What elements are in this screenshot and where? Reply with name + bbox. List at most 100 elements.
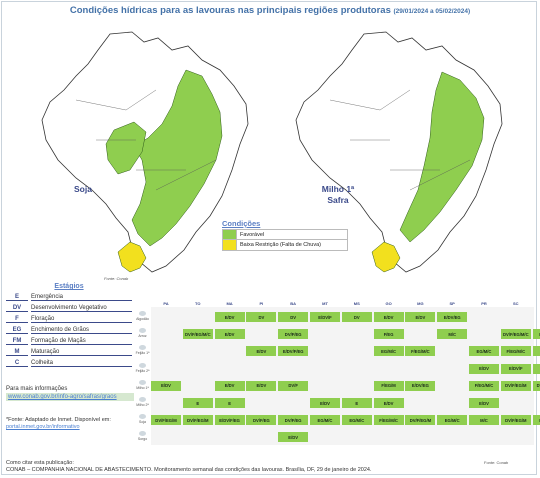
more-info-link[interactable]: www.conab.gov.br/info-agro/safras/graos bbox=[8, 394, 117, 400]
more-info-box: www.conab.gov.br/info-agro/safras/graos bbox=[6, 393, 134, 401]
inmet-link[interactable]: portal.inmet.gov.br/informativo bbox=[6, 424, 80, 430]
stage-cell: E/DV bbox=[246, 380, 277, 391]
map-milho bbox=[295, 31, 503, 273]
stage-cell: E/DV bbox=[278, 432, 309, 443]
stage-cell: DV/F/EG/M/C bbox=[182, 329, 213, 340]
stage-cell: DV bbox=[278, 312, 309, 322]
stage-cell: EG/M/C bbox=[373, 346, 404, 357]
stages-legend: Estágios E Emergência DV Desenvolvimento V… bbox=[6, 283, 132, 369]
crop-label: Sorgo bbox=[137, 437, 148, 442]
stage-row: E Emergência bbox=[6, 292, 132, 303]
stage-cell: DV/F/EG bbox=[246, 415, 277, 426]
stage-cell: E/DV bbox=[373, 398, 404, 408]
crop-label: Algodão bbox=[136, 317, 149, 321]
crop-icon bbox=[139, 397, 146, 402]
stage-cell: DV/F/EG bbox=[532, 415, 540, 426]
crop-icon bbox=[139, 431, 146, 437]
stage-cell: E/DV/EG bbox=[405, 380, 436, 391]
table-source: Fonte: Conab bbox=[484, 460, 509, 465]
citation-label: Como citar esta publicação: bbox=[6, 460, 74, 466]
stage-cell: E/DV/F/EG bbox=[278, 346, 309, 357]
state-header: MT bbox=[322, 301, 328, 306]
stage-cell: E/DV bbox=[214, 380, 245, 391]
state-header: SC bbox=[513, 301, 519, 306]
stage-row: DV Desenvolvimento Vegetativo bbox=[6, 303, 132, 314]
stage-cell: EG/M/C bbox=[341, 415, 372, 426]
legend-item-restricao: Baixa Restrição (Falta de Chuva) bbox=[222, 240, 348, 251]
stage-cell: E/DV bbox=[469, 363, 499, 374]
stage-code: C bbox=[6, 360, 28, 367]
stage-cell: E/DV/F bbox=[500, 363, 531, 374]
more-info-label: Para mais informações bbox=[6, 386, 68, 392]
stage-code: FM bbox=[6, 338, 28, 345]
stage-cell: E/DV bbox=[310, 398, 340, 408]
stage-cell: DV/F/EG/M bbox=[500, 380, 531, 391]
stage-cell: E/DV bbox=[214, 312, 245, 322]
inmet-source: *Fonte: Adaptado de Inmet. Disponível em… bbox=[6, 417, 134, 431]
stage-cell: EG/M/C bbox=[437, 415, 468, 426]
stage-cell: E/DV bbox=[532, 363, 540, 374]
stage-cell: DV/F/EG bbox=[532, 329, 540, 340]
stage-row: EG Enchimento de Grãos bbox=[6, 325, 132, 336]
state-header: TO bbox=[195, 301, 201, 306]
stage-name: Emergência bbox=[31, 294, 132, 301]
crop-label: Arroz bbox=[138, 334, 147, 339]
stage-cell: DV/F/EG bbox=[278, 329, 309, 340]
state-header: PI bbox=[259, 301, 264, 306]
stage-cell: DV/F/EG bbox=[278, 415, 309, 426]
state-header: PR bbox=[481, 301, 487, 306]
conditions-legend: Condições Favorável Baixa Restrição (Fal… bbox=[222, 219, 348, 251]
legend-label: Favorável bbox=[240, 231, 265, 238]
stage-code: DV bbox=[6, 305, 28, 312]
stage-code: EG bbox=[6, 327, 28, 334]
more-info: Para mais informações www.conab.gov.br/i… bbox=[6, 386, 134, 401]
stage-name: Formação de Maçãs bbox=[31, 338, 132, 345]
stage-cell: E/DV bbox=[151, 380, 181, 391]
crop-icon bbox=[139, 328, 146, 334]
crop-label: Milho 1ª bbox=[136, 385, 149, 390]
stages-title: Estágios bbox=[54, 283, 84, 290]
map-source: Fonte: Conab bbox=[104, 276, 129, 281]
crop-icon bbox=[139, 379, 146, 385]
stage-code: E bbox=[6, 294, 28, 301]
stage-cell: DV/F/EG/M/C bbox=[500, 329, 531, 340]
state-header: MS bbox=[353, 301, 360, 306]
map-soja bbox=[41, 31, 249, 273]
stage-cell: E bbox=[214, 398, 245, 408]
stage-cell: DV/F/EG/M bbox=[500, 415, 531, 426]
stage-cell: E/DV/F/EG bbox=[214, 415, 245, 426]
stage-cell: DV bbox=[246, 312, 277, 322]
stage-cell: E/DV bbox=[214, 329, 245, 340]
crop-icon bbox=[139, 362, 146, 368]
stage-cell: DV/EG/M/C bbox=[532, 380, 540, 391]
crop-icon bbox=[139, 311, 146, 316]
map-label-soja: Soja bbox=[74, 184, 92, 194]
stage-cell: E/DV/EG bbox=[437, 312, 468, 322]
state-header: BA bbox=[290, 301, 297, 306]
region-favoravel-west bbox=[105, 121, 147, 175]
crop-label: Feijão 2ª bbox=[135, 368, 150, 373]
region-favoravel bbox=[131, 69, 223, 247]
state-header: MG bbox=[417, 301, 424, 306]
stage-cell: F/EG/M/C bbox=[469, 380, 499, 391]
stage-cell: F/EG/M/C bbox=[405, 346, 436, 357]
state-header: PA bbox=[163, 301, 169, 306]
stage-name: Maturação bbox=[31, 349, 132, 356]
legend-title: Condições bbox=[222, 219, 261, 228]
stage-cell: E/DV bbox=[469, 398, 499, 408]
stage-cell: DV/F bbox=[278, 380, 309, 391]
stage-cell: E/DV bbox=[373, 312, 404, 322]
citation-text: CONAB – COMPANHIA NACIONAL DE ABASTECIME… bbox=[6, 467, 372, 473]
legend-swatch bbox=[223, 240, 237, 250]
region-restricao bbox=[117, 241, 147, 273]
stage-cell: E bbox=[182, 398, 213, 408]
crop-icon bbox=[139, 414, 146, 420]
stage-code: M bbox=[6, 349, 28, 356]
stage-cell: F/EG bbox=[373, 329, 404, 340]
stage-cell: EG/M/C bbox=[532, 346, 540, 357]
crop-label: Soja bbox=[138, 420, 146, 425]
stage-row: M Maturação bbox=[6, 347, 132, 358]
stage-cell: E/DV/F bbox=[310, 312, 340, 322]
stage-cell: DV/F/EG/M bbox=[151, 415, 181, 426]
